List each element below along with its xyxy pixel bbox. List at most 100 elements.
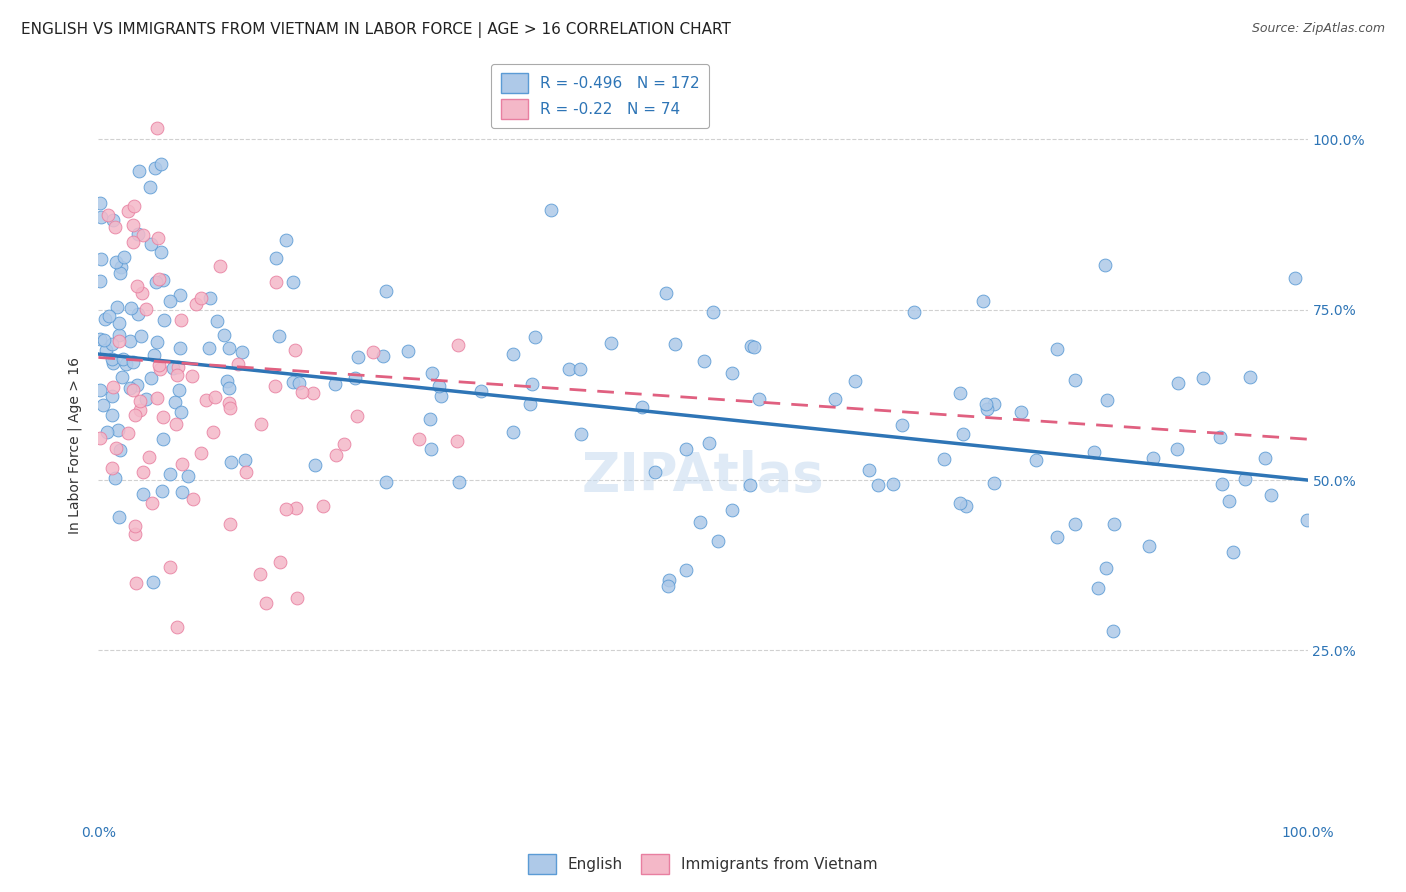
- Point: [1101, 624, 1123, 638]
- Point: [447, 337, 470, 351]
- Point: [430, 389, 453, 403]
- Point: [98, 309, 121, 323]
- Point: [166, 360, 188, 375]
- Point: [502, 425, 524, 439]
- Point: [1218, 494, 1240, 508]
- Point: [177, 469, 200, 483]
- Point: [375, 284, 398, 298]
- Point: [502, 347, 524, 361]
- Point: [139, 180, 162, 194]
- Point: [105, 300, 128, 314]
- Point: [149, 362, 172, 376]
- Point: [1222, 545, 1244, 559]
- Point: [332, 436, 354, 450]
- Point: [150, 157, 173, 171]
- Point: [740, 339, 762, 353]
- Point: [470, 384, 492, 398]
- Point: [101, 389, 124, 403]
- Point: [1211, 476, 1233, 491]
- Point: [117, 425, 139, 440]
- Legend: English, Immigrants from Vietnam: English, Immigrants from Vietnam: [522, 848, 884, 880]
- Point: [94, 311, 117, 326]
- Point: [148, 272, 170, 286]
- Point: [1167, 376, 1189, 390]
- Point: [159, 560, 181, 574]
- Point: [519, 397, 541, 411]
- Point: [558, 362, 581, 376]
- Point: [139, 236, 162, 251]
- Text: ZIPAtlas: ZIPAtlas: [582, 450, 824, 502]
- Point: [949, 496, 972, 510]
- Point: [219, 401, 242, 416]
- Point: [112, 250, 135, 264]
- Point: [153, 313, 176, 327]
- Point: [129, 403, 152, 417]
- Point: [1087, 581, 1109, 595]
- Point: [142, 575, 165, 590]
- Point: [135, 302, 157, 317]
- Point: [1083, 444, 1105, 458]
- Point: [150, 483, 173, 498]
- Point: [110, 260, 132, 274]
- Point: [166, 368, 188, 382]
- Point: [263, 379, 285, 393]
- Point: [198, 341, 221, 355]
- Point: [93, 333, 115, 347]
- Point: [90, 252, 112, 266]
- Point: [212, 328, 235, 343]
- Point: [162, 361, 184, 376]
- Point: [420, 366, 443, 380]
- Point: [302, 385, 325, 400]
- Point: [204, 390, 226, 404]
- Point: [1284, 271, 1306, 285]
- Point: [205, 314, 228, 328]
- Point: [631, 400, 654, 414]
- Point: [184, 297, 207, 311]
- Point: [101, 409, 124, 423]
- Point: [127, 307, 149, 321]
- Point: [127, 227, 149, 241]
- Point: [94, 343, 117, 358]
- Point: [101, 337, 124, 351]
- Point: [131, 329, 153, 343]
- Point: [148, 358, 170, 372]
- Point: [138, 450, 160, 464]
- Point: [221, 455, 243, 469]
- Point: [361, 344, 384, 359]
- Point: [824, 392, 846, 406]
- Point: [1142, 450, 1164, 465]
- Point: [89, 383, 111, 397]
- Point: [266, 252, 288, 266]
- Point: [304, 458, 326, 472]
- Point: [218, 380, 240, 394]
- Point: [152, 432, 174, 446]
- Point: [952, 427, 974, 442]
- Point: [125, 279, 148, 293]
- Point: [274, 502, 297, 516]
- Point: [111, 370, 134, 384]
- Point: [122, 383, 145, 397]
- Point: [145, 275, 167, 289]
- Point: [108, 316, 131, 330]
- Point: [449, 475, 471, 489]
- Point: [419, 442, 441, 457]
- Point: [101, 352, 124, 367]
- Point: [697, 435, 720, 450]
- Point: [169, 341, 191, 355]
- Point: [396, 344, 419, 359]
- Point: [419, 412, 441, 426]
- Point: [720, 367, 742, 381]
- Point: [1094, 258, 1116, 272]
- Point: [117, 203, 139, 218]
- Point: [955, 499, 977, 513]
- Point: [974, 397, 997, 411]
- Point: [1166, 442, 1188, 457]
- Point: [170, 405, 193, 419]
- Point: [343, 370, 366, 384]
- Point: [1046, 530, 1069, 544]
- Point: [104, 220, 127, 235]
- Point: [312, 499, 335, 513]
- Point: [200, 291, 222, 305]
- Point: [167, 384, 190, 398]
- Point: [375, 475, 398, 489]
